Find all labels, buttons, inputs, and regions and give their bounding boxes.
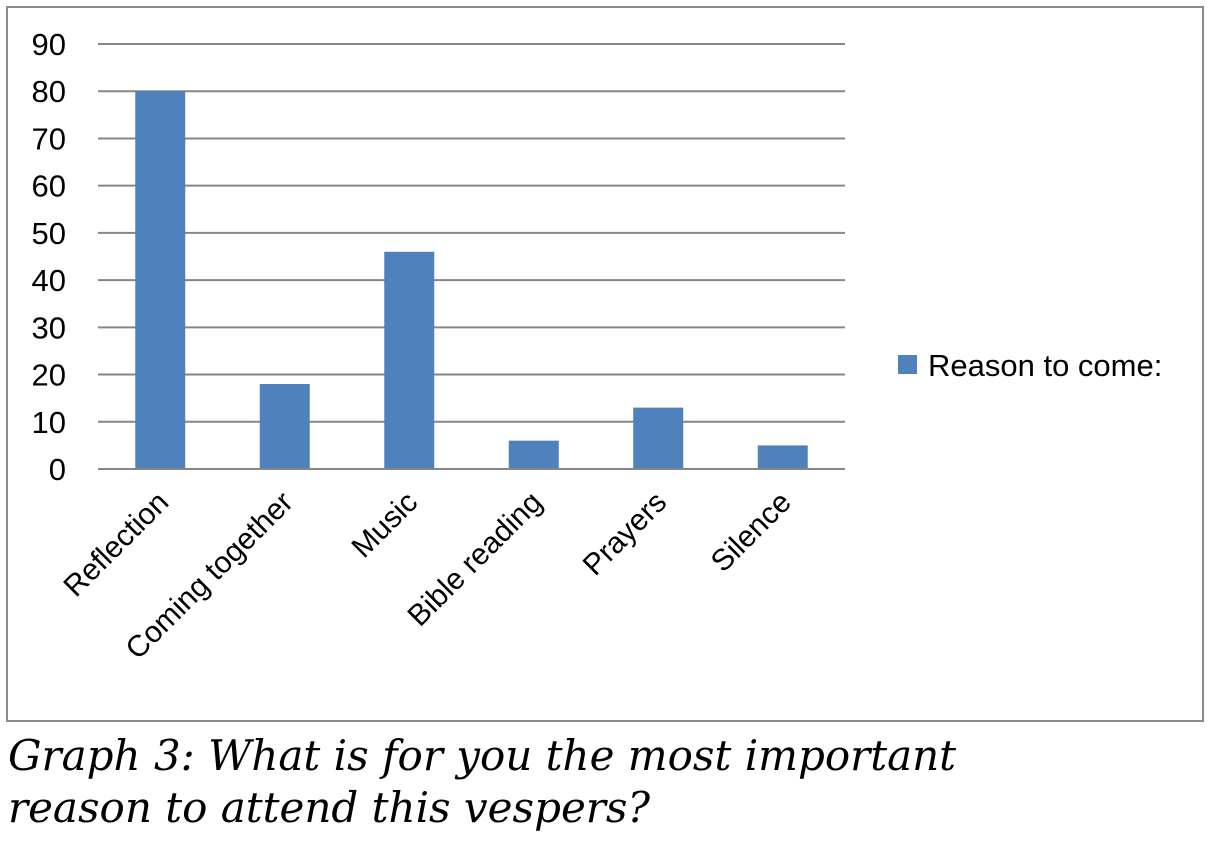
bar-prayers xyxy=(633,407,684,469)
y-tick-label: 60 xyxy=(32,169,66,204)
y-tick-label: 70 xyxy=(32,121,66,156)
bar-silence xyxy=(757,445,808,469)
caption-line-1: Graph 3: What is for you the most import… xyxy=(8,731,957,780)
y-tick-label: 50 xyxy=(32,216,66,251)
gridlines xyxy=(98,43,845,423)
legend-label: Reason to come: xyxy=(928,348,1162,383)
x-tick-label: Silence xyxy=(705,486,798,579)
x-tick-label: Bible reading xyxy=(402,486,549,633)
x-tick-label: Reflection xyxy=(58,486,176,604)
y-axis-ticks: 0 10 20 30 40 50 60 70 80 90 xyxy=(32,27,66,487)
y-tick-label: 10 xyxy=(32,405,66,440)
y-tick-label: 0 xyxy=(49,452,66,487)
caption-line-2: reason to attend this vespers? xyxy=(8,783,650,832)
y-tick-label: 20 xyxy=(32,358,66,393)
y-tick-label: 40 xyxy=(32,263,66,298)
y-tick-label: 30 xyxy=(32,310,66,345)
bar-bible-reading xyxy=(508,440,559,469)
x-tick-label: Prayers xyxy=(577,486,673,582)
x-tick-label: Music xyxy=(345,486,424,565)
legend-swatch xyxy=(898,355,917,374)
legend: Reason to come: xyxy=(898,348,1162,383)
figure-caption: Graph 3: What is for you the most import… xyxy=(8,730,1198,834)
bars xyxy=(135,91,808,469)
bar-coming-together xyxy=(259,384,310,469)
bar-reflection xyxy=(135,91,186,469)
chart-frame xyxy=(6,6,1204,722)
bar-music xyxy=(384,251,435,469)
y-tick-label: 90 xyxy=(32,27,66,62)
y-tick-label: 80 xyxy=(32,74,66,109)
